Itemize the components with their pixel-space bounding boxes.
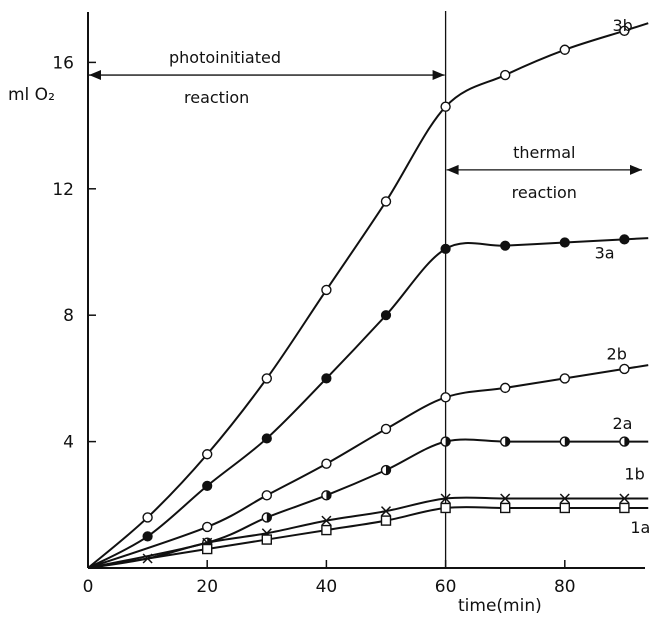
y-tick-label: 12 (52, 180, 74, 200)
data-point (201, 449, 213, 460)
plot-frame (87, 11, 645, 569)
y-axis-title: ml O₂ (8, 85, 55, 105)
data-point (559, 373, 570, 384)
data-point (559, 493, 570, 504)
series-label: 2a (612, 414, 632, 433)
data-point (445, 437, 451, 447)
data-point (440, 493, 451, 504)
arrow-right-icon (432, 70, 445, 81)
data-point (619, 25, 630, 36)
x-tick-label: 0 (83, 577, 94, 597)
ticks: 0 20 40 60 80 4 8 12 16 (52, 53, 575, 597)
series-line (87, 364, 649, 569)
annotation-text: photoinitiated (169, 48, 281, 67)
data-point (559, 237, 570, 248)
data-point (201, 521, 213, 533)
data-point (500, 240, 511, 251)
data-point (500, 382, 511, 394)
data-point (321, 524, 332, 536)
data-point (261, 373, 272, 384)
data-point (201, 543, 213, 555)
y-tick-label: 16 (52, 53, 74, 73)
x-tick-label: 20 (196, 577, 218, 597)
data-point (326, 490, 331, 500)
data-point (500, 502, 511, 514)
data-point (380, 196, 392, 207)
data-point (619, 502, 630, 514)
data-point (380, 310, 392, 321)
data-point (261, 534, 272, 545)
annotation-text: thermal (513, 143, 575, 162)
data-point (321, 515, 332, 526)
series-line (87, 438, 649, 569)
series-line (87, 237, 649, 569)
series-3a: 3a (87, 234, 649, 569)
data-point (440, 502, 451, 514)
data-point (380, 506, 392, 517)
data-point (386, 465, 391, 475)
arrow-left-icon (89, 70, 101, 81)
data-point (500, 493, 511, 504)
y-tick-label: 8 (63, 306, 74, 326)
series-group: 3b 3a 2b 2a 1b 1a (87, 16, 650, 569)
arrow-right-icon (630, 164, 642, 175)
data-point (202, 480, 213, 491)
data-point (440, 243, 451, 254)
series-line (87, 22, 649, 569)
data-point (321, 373, 332, 384)
data-point (619, 493, 630, 504)
x-tick-label: 80 (554, 577, 576, 597)
annotation-text: reaction (184, 88, 249, 107)
data-point (142, 512, 153, 523)
data-point (261, 433, 272, 444)
data-point (619, 234, 630, 245)
x-tick-label: 40 (316, 577, 338, 597)
data-point (261, 490, 272, 501)
series-2b: 2b (87, 344, 649, 569)
arrow-left-icon (446, 164, 459, 175)
data-point (505, 437, 510, 447)
series-2a: 2a (87, 414, 649, 569)
data-point (619, 363, 630, 375)
data-point (500, 69, 511, 81)
x-axis-title: time(min) (458, 596, 542, 616)
data-point (564, 437, 570, 447)
data-point (559, 44, 570, 55)
data-point (380, 423, 392, 435)
annotations: photoinitiated reaction thermal reaction (89, 48, 642, 202)
series-label: 1a (630, 518, 650, 537)
series-label: 1b (624, 465, 644, 484)
series-1a: 1a (87, 502, 650, 569)
data-point (142, 531, 153, 542)
data-point (321, 458, 332, 469)
series-3b: 3b (87, 16, 649, 569)
data-point (380, 515, 392, 526)
series-line (87, 506, 649, 569)
data-point (321, 284, 332, 296)
x-tick-label: 60 (435, 577, 457, 597)
data-point (624, 437, 629, 447)
series-label: 2b (607, 344, 627, 363)
series-label: 3a (595, 243, 615, 262)
annotation-text: reaction (512, 183, 577, 202)
data-point (266, 512, 272, 522)
data-point (559, 502, 570, 514)
y-tick-label: 4 (63, 433, 74, 453)
series-label: 3b (612, 16, 632, 35)
data-point (440, 392, 451, 403)
data-point (440, 101, 451, 112)
